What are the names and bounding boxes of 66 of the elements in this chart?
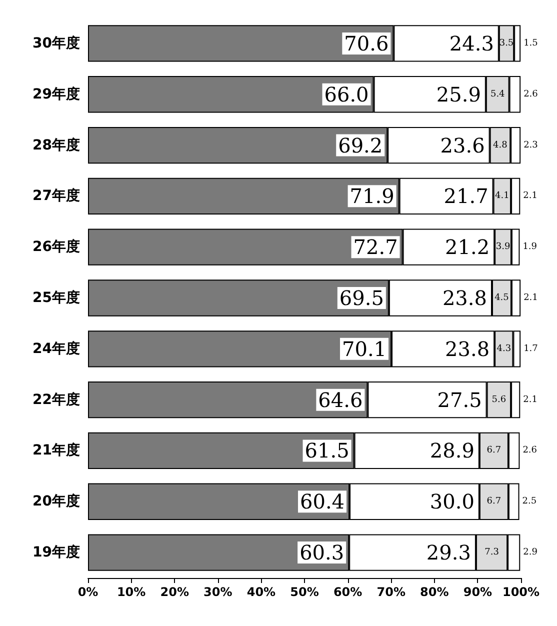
data-label: 27.5: [437, 388, 482, 412]
data-label: 60.3: [300, 540, 344, 565]
x-tick-label: 30%: [204, 585, 232, 599]
data-label: 60.4: [300, 490, 345, 514]
x-tick-label: 50%: [290, 585, 319, 599]
data-label: 3.5: [499, 38, 514, 48]
x-tick-label: 40%: [246, 585, 276, 599]
data-label: 2.3: [524, 140, 538, 150]
data-label: 2.1: [524, 293, 538, 303]
data-label: 64.6: [318, 388, 363, 412]
data-label: 5.6: [492, 394, 506, 405]
data-label: 70.1: [342, 336, 387, 361]
data-label: 23.6: [440, 133, 485, 158]
y-tick-label: 21年度: [32, 442, 80, 459]
data-label: 2.5: [522, 496, 537, 507]
data-label: 7.3: [484, 548, 500, 558]
data-label: 3.9: [496, 242, 510, 252]
y-tick-label: 22年度: [32, 390, 80, 408]
data-label: 1.9: [522, 242, 538, 252]
data-label: 21.2: [445, 235, 490, 260]
data-label: 70.6: [344, 31, 389, 56]
x-tick-label: 60%: [333, 585, 362, 599]
x-tick-label: 20%: [160, 585, 189, 599]
y-tick-label: 30年度: [32, 34, 80, 52]
data-label: 28.9: [430, 438, 474, 463]
data-label: 69.2: [338, 133, 383, 158]
y-tick-label: 25年度: [32, 289, 80, 306]
data-label: 4.1: [495, 191, 510, 202]
data-label: 2.1: [523, 394, 538, 405]
data-label: 4.5: [494, 293, 510, 303]
y-tick-label: 27年度: [32, 187, 80, 204]
x-tick-label: 100%: [502, 585, 540, 599]
y-tick-label: 29年度: [32, 85, 80, 102]
x-tick-label: 70%: [376, 585, 406, 599]
data-label: 24.3: [449, 31, 494, 56]
data-label: 6.7: [486, 446, 502, 456]
data-label: 69.5: [339, 286, 384, 310]
data-label: 4.8: [493, 140, 508, 150]
data-label: 30.0: [430, 490, 474, 514]
x-tick-label: 90%: [463, 585, 492, 599]
data-label: 23.8: [442, 286, 487, 310]
data-label: 1.7: [524, 344, 538, 354]
data-label: 2.1: [523, 191, 538, 202]
data-label: 25.9: [436, 82, 481, 106]
data-label: 66.0: [324, 82, 369, 106]
data-label: 23.8: [445, 336, 490, 361]
data-label: 71.9: [350, 184, 394, 208]
y-tick-label: 19年度: [32, 544, 80, 561]
x-tick-label: 0%: [78, 585, 98, 599]
x-tick-label: 10%: [116, 585, 146, 599]
y-tick-label: 20年度: [32, 492, 80, 510]
data-label: 21.7: [444, 184, 488, 208]
data-label: 72.7: [353, 235, 398, 260]
y-tick-label: 24年度: [32, 340, 80, 357]
data-label: 29.3: [426, 540, 471, 565]
x-tick-label: 80%: [420, 585, 449, 599]
data-label: 4.3: [496, 344, 512, 354]
data-label: 2.6: [524, 89, 538, 100]
data-label: 2.6: [522, 446, 538, 456]
data-label: 5.4: [490, 89, 506, 100]
data-label: 61.5: [304, 438, 350, 463]
data-label: 1.5: [524, 38, 538, 48]
data-label: 2.9: [523, 548, 538, 558]
data-label: 6.7: [486, 496, 502, 507]
y-tick-label: 28年度: [32, 136, 80, 154]
y-tick-label: 26年度: [32, 238, 80, 256]
